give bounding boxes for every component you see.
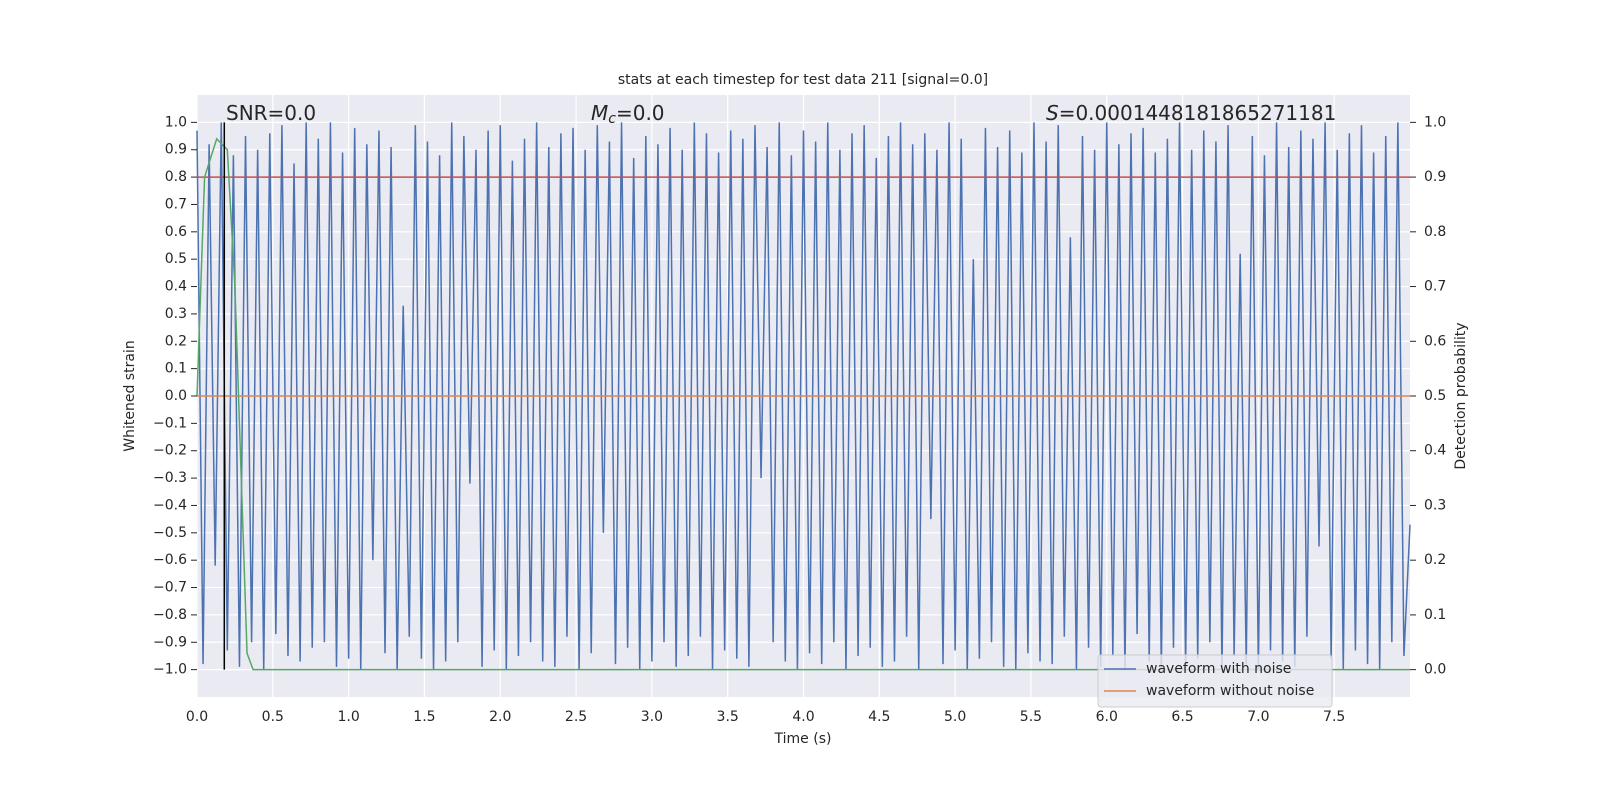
y-tick-label: 0.8: [165, 169, 187, 185]
y-tick-label: 0.3: [165, 306, 187, 322]
annotation-subscript: c: [608, 111, 616, 127]
x-tick-label: 7.5: [1323, 709, 1345, 725]
x-tick-label: 2.5: [565, 709, 587, 725]
y2-tick-label: 0.4: [1424, 443, 1446, 459]
annotation: S=0.0001448181865271181: [1046, 101, 1336, 125]
y-tick-label: −0.4: [153, 497, 187, 513]
x-tick-label: 1.0: [337, 709, 359, 725]
y2-tick-label: 0.7: [1424, 279, 1446, 295]
marks: [196, 122, 1411, 671]
axes: 0.0 0.5 1.0 1.5 2.0 2.5 3.0 3.5 4.0 4.5 5.0 5.5 6.0 6…: [153, 114, 1446, 725]
y-tick-label: 0.9: [165, 142, 187, 158]
y2-tick-label: 0.5: [1424, 388, 1446, 404]
legend: waveform with noise waveform without nois…: [1097, 654, 1333, 708]
y2-tick-label: 0.9: [1424, 169, 1446, 185]
annotation-symbol: M: [591, 101, 608, 125]
y-tick-label: 0.4: [165, 279, 187, 295]
annotation: Mc=0.0: [591, 101, 665, 128]
y-tick-label: 0.0: [165, 388, 187, 404]
y2-tick-label: 0.2: [1424, 552, 1446, 568]
y-tick-label: −0.1: [153, 415, 187, 431]
x-tick-label: 5.5: [1020, 709, 1042, 725]
y-tick-label: 1.0: [165, 114, 187, 130]
y-tick-label: 0.5: [165, 251, 187, 267]
y2-tick-label: 0.6: [1424, 333, 1446, 349]
legend-label: waveform without noise: [1146, 683, 1314, 699]
x-tick-label: 3.0: [641, 709, 663, 725]
y-tick-label: −0.8: [153, 607, 187, 623]
x-tick-label: 0.0: [186, 709, 208, 725]
y-tick-label: −0.2: [153, 443, 187, 459]
annotation-text: =0.0001448181865271181: [1059, 101, 1337, 125]
legend-box: [1097, 654, 1333, 708]
x-tick-label: 6.5: [1171, 709, 1193, 725]
y-tick-label: −0.5: [153, 525, 187, 541]
y-axis-label: Whitened strain: [122, 340, 138, 451]
x-tick-label: 4.0: [792, 709, 814, 725]
y2-tick-label: 0.3: [1424, 497, 1446, 513]
x-tick-label: 7.0: [1247, 709, 1269, 725]
x-tick-label: 3.5: [717, 709, 739, 725]
series-line: [196, 137, 1410, 671]
y-tick-label: 0.6: [165, 224, 187, 240]
annotation: SNR=0.0: [226, 101, 316, 125]
y-tick-label: −0.6: [153, 552, 187, 568]
series-line: [196, 122, 1411, 670]
y-tick-label: 0.1: [165, 361, 187, 377]
y-tick-label: −0.7: [153, 580, 187, 596]
y-tick-label: −0.3: [153, 470, 187, 486]
y2-axis-label: Detection probability: [1453, 322, 1469, 469]
annotation-text: SNR=0.0: [226, 101, 316, 125]
x-tick-label: 6.0: [1096, 709, 1118, 725]
annotation-symbol: S: [1046, 101, 1059, 125]
y2-tick-label: 0.8: [1424, 224, 1446, 240]
chart-title: stats at each timestep for test data 211…: [618, 72, 988, 88]
y2-tick-label: 1.0: [1424, 114, 1446, 130]
annotation-text: =0.0: [616, 101, 665, 125]
x-tick-label: 4.5: [868, 709, 890, 725]
legend-label: waveform with noise: [1146, 661, 1291, 677]
y-tick-label: 0.7: [165, 196, 187, 212]
x-tick-label: 0.5: [262, 709, 284, 725]
x-tick-label: 1.5: [413, 709, 435, 725]
y2-tick-label: 0.1: [1424, 607, 1446, 623]
x-tick-label: 2.0: [489, 709, 511, 725]
y-tick-label: 0.2: [165, 333, 187, 349]
y2-tick-label: 0.0: [1424, 662, 1446, 678]
y-tick-label: −0.9: [153, 634, 187, 650]
x-axis-label: Time (s): [774, 731, 832, 747]
y-tick-label: −1.0: [153, 662, 187, 678]
x-tick-label: 5.0: [944, 709, 966, 725]
